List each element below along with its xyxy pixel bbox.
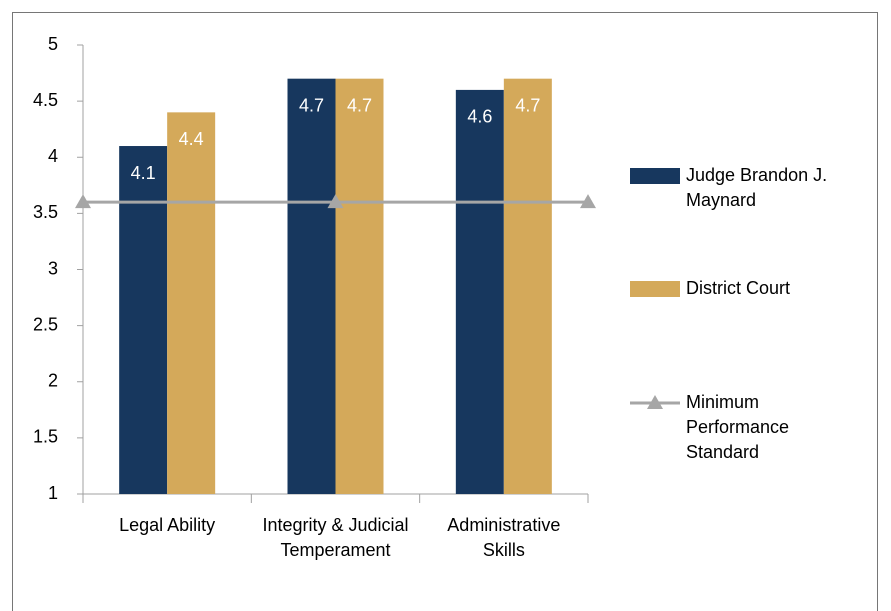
y-tick-label: 2 xyxy=(48,371,58,391)
data-label: 4.6 xyxy=(467,107,492,127)
data-label: 4.7 xyxy=(299,95,324,115)
y-tick-label: 3.5 xyxy=(33,202,58,222)
data-label: 4.7 xyxy=(515,95,540,115)
y-tick-label: 1 xyxy=(48,483,58,503)
line-marker xyxy=(327,194,344,209)
legend-label: Minimum Performance Standard xyxy=(686,392,790,462)
x-tick-label: Legal Ability xyxy=(119,515,216,535)
line-marker xyxy=(580,194,596,209)
legend-label: Judge Brandon J. Maynard xyxy=(686,165,828,210)
bar xyxy=(167,112,216,494)
chart-border xyxy=(12,12,878,611)
y-tick-label: 4 xyxy=(48,146,58,166)
x-tick-label: Integrity & Judicial Temperament xyxy=(262,515,409,560)
legend-swatch xyxy=(630,281,680,297)
legend-swatch xyxy=(630,168,680,184)
data-label: 4.7 xyxy=(347,95,372,115)
y-tick-label: 3 xyxy=(48,258,58,278)
bar xyxy=(119,146,168,494)
x-tick-label: Administrative Skills xyxy=(447,515,561,560)
data-label: 4.4 xyxy=(179,129,204,149)
y-tick-label: 4.5 xyxy=(33,90,58,110)
y-tick-label: 5 xyxy=(48,34,58,54)
bar xyxy=(455,89,504,495)
y-tick-label: 1.5 xyxy=(33,427,58,447)
data-label: 4.1 xyxy=(131,163,156,183)
line-marker xyxy=(75,194,91,209)
legend-marker xyxy=(647,395,663,409)
legend-label: District Court xyxy=(686,278,791,298)
bar xyxy=(287,78,336,495)
y-tick-label: 2.5 xyxy=(33,314,58,334)
bar xyxy=(503,78,552,495)
bar xyxy=(335,78,384,495)
